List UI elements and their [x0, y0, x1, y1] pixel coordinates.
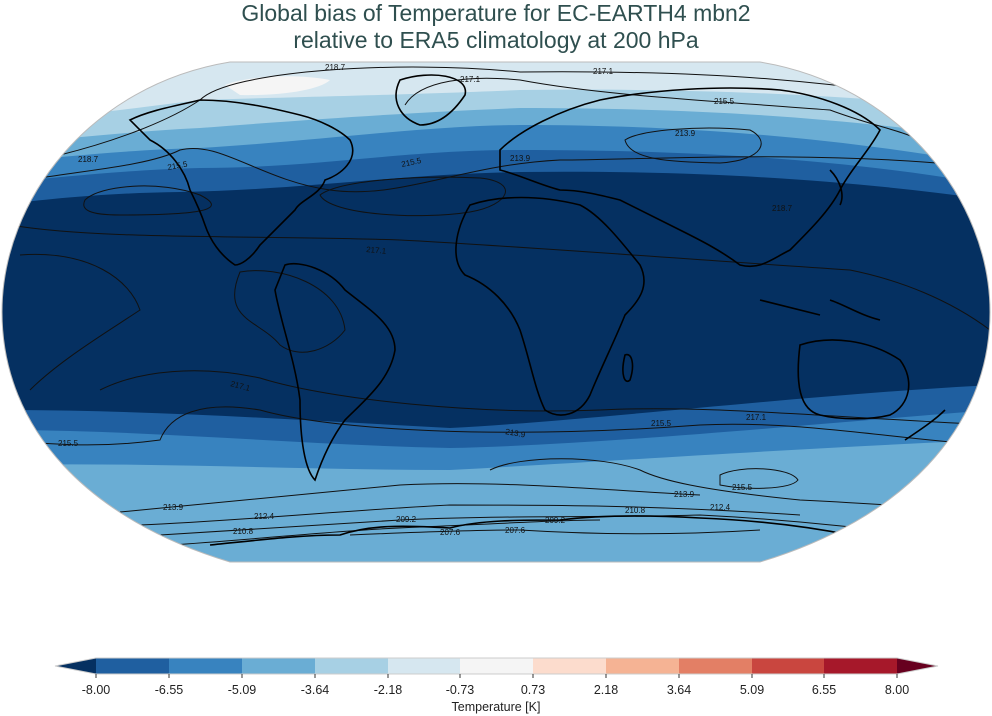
chart-title-line2: relative to ERA5 climatology at 200 hPa	[293, 27, 699, 53]
contour-label: 212.4	[710, 503, 731, 512]
colorbar-segment	[388, 658, 460, 674]
tick-label: -5.09	[228, 683, 257, 697]
tick-label: 3.64	[667, 683, 691, 697]
contour-label: 210.8	[625, 506, 646, 515]
tick-label: 6.55	[812, 683, 836, 697]
colorbar-segment	[824, 658, 897, 674]
contour-label: 212.4	[254, 512, 275, 521]
colorbar-label: Temperature [K]	[451, 700, 541, 714]
tick-label: 2.18	[594, 683, 618, 697]
colorbar: -8.00 -6.55 -5.09 -3.64 -2.18 -0.73 0.73…	[54, 657, 939, 697]
colorbar-segment	[679, 658, 752, 674]
colorbar-segment	[169, 658, 242, 674]
contour-label: 218.7	[772, 204, 793, 213]
contour-label: 215.5	[732, 483, 753, 492]
contour-label: 207.6	[505, 526, 526, 535]
contour-label: 213.9	[163, 503, 184, 512]
contour-labels: 218.7 217.1 217.1 215.5 213.9 218.7 215.…	[58, 63, 793, 537]
contour-label: 217.1	[460, 75, 481, 84]
colorbar-extend-min	[55, 658, 96, 674]
colorbar-segment	[460, 658, 533, 674]
contour-label: 215.5	[58, 439, 79, 448]
map-boundary	[1, 61, 991, 563]
tick-label: -2.18	[374, 683, 403, 697]
colorbar-segment	[242, 658, 315, 674]
tick-label: -8.00	[82, 683, 111, 697]
contour-label: 213.9	[675, 129, 696, 138]
tick-label: 5.09	[740, 683, 764, 697]
coastlines	[128, 74, 961, 562]
contour-label: 218.7	[325, 63, 346, 72]
colorbar-ticks	[95, 674, 898, 678]
contour-label: 218.7	[78, 155, 99, 164]
tick-label: 8.00	[885, 683, 909, 697]
contour-label: 213.9	[674, 490, 695, 499]
contour-label: 215.5	[651, 419, 672, 428]
colorbar-tick-labels: -8.00 -6.55 -5.09 -3.64 -2.18 -0.73 0.73…	[82, 683, 909, 697]
contour-label: 213.9	[505, 427, 527, 439]
world-map: 218.7 217.1 217.1 215.5 213.9 218.7 215.…	[1, 61, 991, 563]
colorbar-segment	[752, 658, 824, 674]
contour-label: 209.2	[396, 515, 417, 524]
colorbar-segment	[315, 658, 388, 674]
tick-label: 0.73	[521, 683, 545, 697]
chart-title: Global bias of Temperature for EC-EARTH4…	[0, 0, 992, 54]
bias-field	[2, 62, 990, 562]
tick-label: -6.55	[155, 683, 184, 697]
contour-label: 215.5	[714, 97, 735, 106]
contour-label: 213.9	[510, 154, 531, 163]
contour-label: 217.1	[366, 245, 387, 256]
colorbar-extend-max	[897, 658, 938, 674]
contour-label: 215.5	[167, 160, 189, 172]
colorbar-segment	[533, 658, 606, 674]
contour-label: 209.2	[545, 516, 566, 525]
contour-label: 210.8	[233, 527, 254, 536]
colorbar-segment	[96, 658, 169, 674]
contour-label: 217.1	[593, 67, 614, 76]
contour-label: 207.6	[440, 528, 461, 537]
contour-label: 215.5	[401, 156, 423, 169]
chart-title-line1: Global bias of Temperature for EC-EARTH4…	[241, 0, 751, 26]
contour-label: 217.1	[746, 413, 767, 422]
tick-label: -0.73	[446, 683, 475, 697]
colorbar-segment	[606, 658, 679, 674]
tick-label: -3.64	[301, 683, 330, 697]
